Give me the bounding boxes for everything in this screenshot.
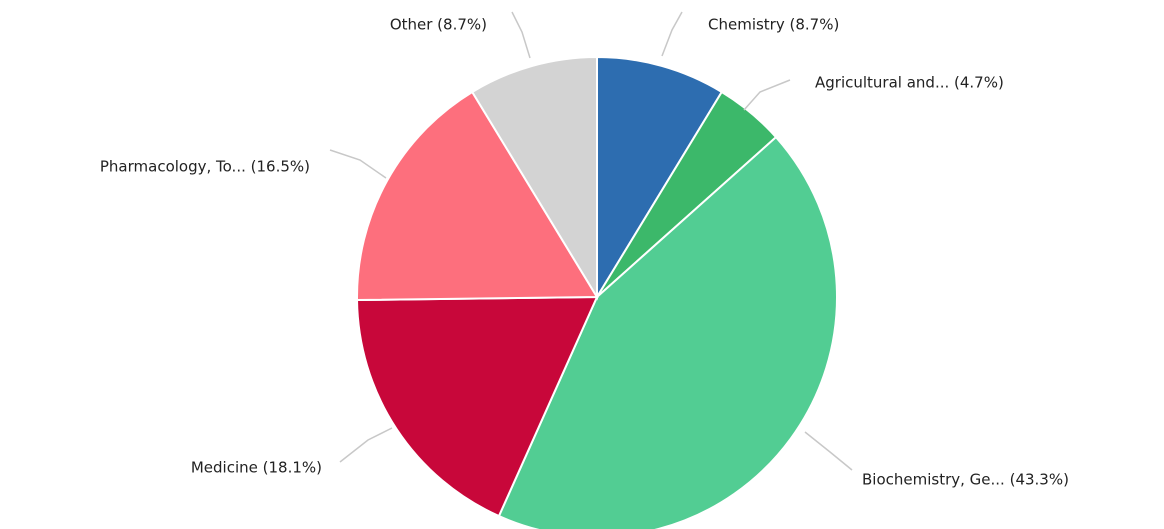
leader-line	[511, 11, 531, 59]
leader-line	[661, 11, 683, 57]
leader-line	[743, 79, 791, 111]
pie-slice	[497, 135, 838, 529]
slice-label: Medicine (18.1%)	[191, 459, 322, 477]
leader-line	[329, 149, 387, 179]
pie-slice	[470, 55, 598, 301]
leader-line	[804, 431, 853, 471]
slice-label: Other (8.7%)	[390, 16, 487, 34]
pie-slice	[596, 55, 724, 301]
pie-slice	[356, 90, 599, 302]
slice-label: Biochemistry, Ge... (43.3%)	[862, 471, 1069, 489]
pie-slice	[356, 295, 599, 518]
leader-line	[339, 427, 393, 463]
slice-label: Chemistry (8.7%)	[708, 16, 839, 34]
slice-label: Agricultural and... (4.7%)	[815, 74, 1004, 92]
slice-label: Pharmacology, To... (16.5%)	[100, 158, 310, 176]
